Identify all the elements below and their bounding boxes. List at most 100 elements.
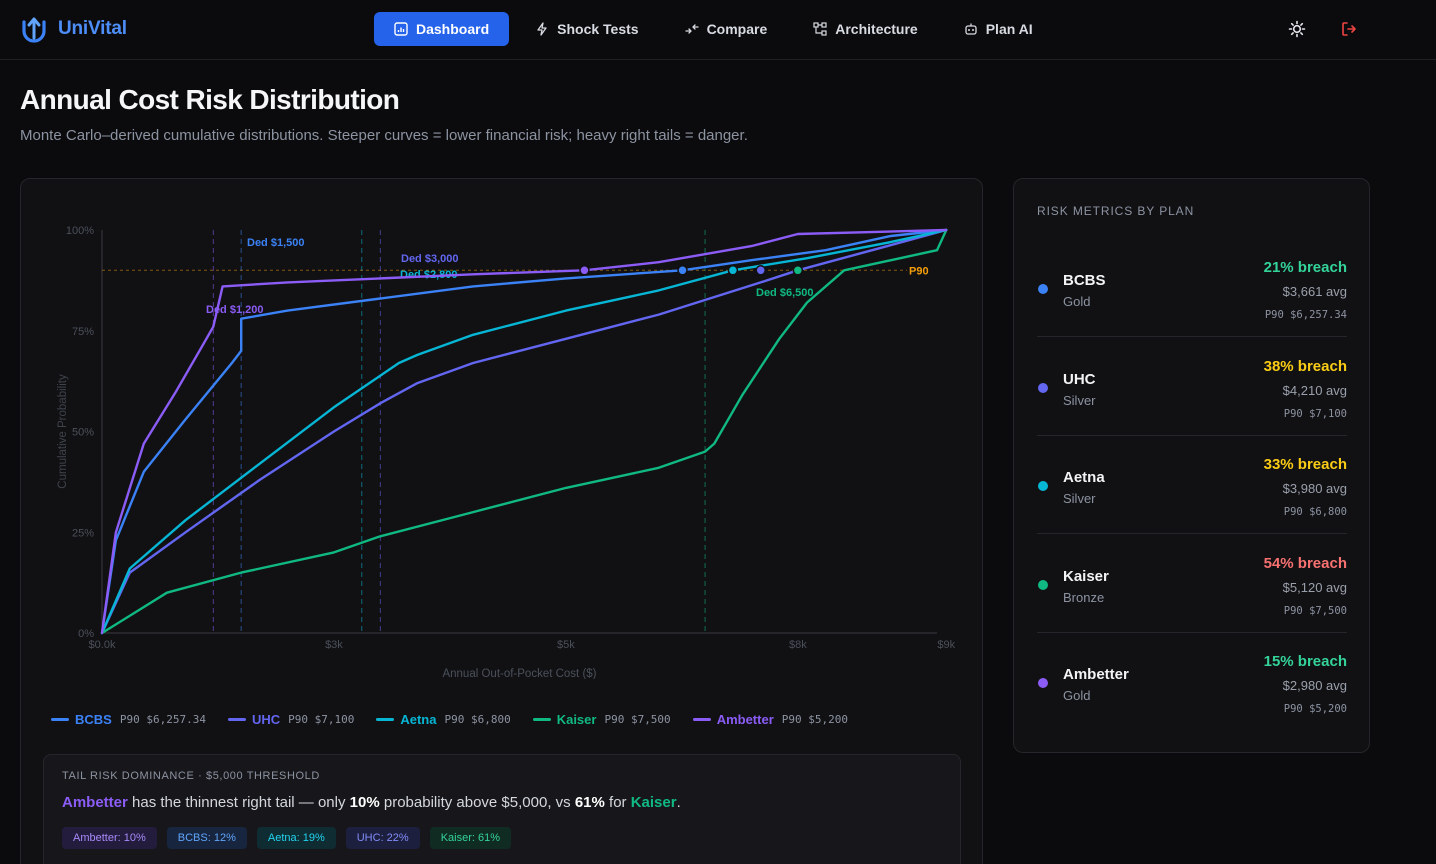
nav-shock-tests-label: Shock Tests [557, 21, 639, 37]
tail-best-pct: 10% [349, 794, 380, 811]
tail-risk-pill: Ambetter: 10% [62, 827, 157, 849]
univital-logo-icon [22, 17, 46, 43]
series-line-bcbs [100, 228, 948, 635]
top-bar: UniVital Dashboard Shock Tests Compare A… [0, 0, 1436, 60]
legend-name: Ambetter [716, 712, 774, 727]
legend-swatch [376, 718, 395, 721]
nav-plan-ai[interactable]: Plan AI [944, 12, 1053, 46]
metric-p90: P90 $6,257.34 [1264, 309, 1347, 321]
nav-architecture[interactable]: Architecture [793, 12, 937, 46]
brand[interactable]: UniVital [20, 14, 127, 44]
metric-dot [1038, 284, 1048, 294]
x-tick-label: $5k [557, 639, 575, 651]
y-tick-label: 75% [72, 326, 94, 338]
x-tick-label: $0.0k [89, 639, 116, 651]
metric-dot [1038, 382, 1048, 393]
tail-worst-pct: 61% [574, 794, 605, 811]
legend-swatch [532, 718, 551, 721]
page-title: Annual Cost Risk Distribution [20, 84, 400, 115]
metric-row-ambetter[interactable]: Ambetter Gold 15% breach $2,980 avg P90 $5,2… [1037, 633, 1347, 731]
x-tick-label: $8k [789, 639, 807, 651]
deductible-label: Ded $1,500 [247, 237, 304, 249]
metric-plan-name: BCBS [1063, 272, 1106, 289]
metric-row-bcbs[interactable]: BCBS Gold 21% breach $3,661 avg P90 $6,257.3… [1037, 239, 1347, 337]
risk-metrics-card: RISK METRICS BY PLAN BCBS Gold 21% breach $… [1013, 178, 1370, 753]
y-axis-label: Cumulative Probability [57, 374, 69, 489]
metric-plan-tier: Silver [1063, 491, 1096, 506]
metric-plan-tier: Gold [1063, 688, 1091, 703]
y-tick-label: 25% [72, 527, 94, 539]
cdf-chart: 0% 25% 50% 75% 100% $0.0k $3k $5k $8k $9k Annual O… [57, 225, 956, 679]
deductible-label: Ded $1,200 [206, 304, 263, 316]
x-tick-label: $9k [937, 639, 955, 651]
legend-p90: P90 $6,800 [444, 713, 511, 726]
metric-plan-tier: Silver [1063, 392, 1096, 408]
legend-swatch [227, 718, 246, 721]
nav-dashboard-label: Dashboard [416, 21, 490, 37]
robot-icon [965, 23, 977, 35]
metric-breach: 15% breach [1263, 653, 1347, 670]
series-line-kaiser [100, 228, 948, 635]
metric-row-kaiser[interactable]: Kaiser Bronze 54% breach $5,120 avg P90 $7,5… [1037, 535, 1347, 633]
metric-plan-name: UHC [1063, 370, 1096, 388]
tail-risk-panel: TAIL RISK DOMINANCE · $5,000 THRESHOLD A… [43, 754, 961, 864]
y-tick-label: 100% [66, 225, 94, 237]
metric-avg-cost: $4,210 avg [1282, 382, 1347, 398]
nav-shock-tests[interactable]: Shock Tests [515, 12, 658, 46]
metric-plan-tier: Bronze [1063, 589, 1105, 605]
nav-plan-ai-label: Plan AI [985, 21, 1033, 37]
metric-avg-cost: $3,980 avg [1282, 481, 1347, 496]
legend-p90: P90 $6,257.34 [119, 713, 206, 726]
compare-arrows-icon [684, 24, 699, 34]
nav-architecture-label: Architecture [835, 21, 918, 37]
x-axis-label: Annual Out-of-Pocket Cost ($) [442, 668, 596, 679]
legend-p90: P90 $7,100 [288, 713, 355, 726]
legend-item-aetna[interactable]: Aetna P90 $6,800 [376, 712, 511, 727]
metric-dot [1038, 678, 1048, 688]
theme-toggle-button[interactable] [1286, 18, 1308, 40]
metric-avg-cost: $5,120 avg [1282, 579, 1347, 595]
metric-row-uhc[interactable]: UHC Silver 38% breach $4,210 avg P90 $7,100 [1037, 338, 1347, 436]
metric-p90: P90 $5,200 [1283, 703, 1347, 715]
nav-compare-label: Compare [706, 21, 768, 37]
legend-swatch [692, 718, 711, 721]
tail-text-2: probability above $5,000, vs [383, 794, 571, 811]
header-actions [1286, 18, 1360, 40]
x-tick-label: $3k [325, 639, 343, 651]
metric-dot [1038, 579, 1048, 590]
deductible-label: Ded $6,500 [756, 287, 813, 299]
metric-breach: 38% breach [1263, 357, 1347, 375]
tail-risk-pill: Kaiser: 61% [429, 827, 512, 849]
legend-p90: P90 $5,200 [781, 713, 848, 726]
series-line-ambetter [100, 228, 948, 635]
p90-marker-bcbs [677, 265, 688, 276]
metric-breach: 54% breach [1263, 554, 1347, 572]
tail-worst-plan: Kaiser [630, 794, 677, 811]
legend-name: BCBS [75, 712, 112, 727]
metric-plan-tier: Gold [1063, 294, 1091, 309]
metric-avg-cost: $3,661 avg [1282, 284, 1347, 299]
legend-name: UHC [251, 712, 281, 727]
y-tick-label: 0% [78, 628, 94, 640]
sun-icon [1288, 20, 1306, 38]
tail-risk-pill: UHC: 22% [345, 827, 420, 849]
risk-metrics-title: RISK METRICS BY PLAN [1037, 204, 1195, 218]
legend-item-bcbs[interactable]: BCBS P90 $6,257.34 [51, 712, 206, 727]
legend-item-ambetter[interactable]: Ambetter P90 $5,200 [692, 712, 848, 727]
metric-avg-cost: $2,980 avg [1282, 678, 1347, 693]
logout-button[interactable] [1338, 18, 1360, 40]
metric-p90: P90 $7,500 [1283, 604, 1347, 617]
tail-risk-pills: Ambetter: 10% BCBS: 12% Aetna: 19% UHC: 22%… [62, 827, 512, 849]
metric-p90: P90 $7,100 [1283, 407, 1347, 420]
p90-reference-label: P90 [909, 265, 929, 277]
metric-row-aetna[interactable]: Aetna Silver 33% breach $3,980 avg P90 $6,80… [1037, 436, 1347, 534]
p90-marker-aetna [727, 265, 739, 276]
metric-plan-name: Aetna [1063, 469, 1105, 486]
metric-breach: 33% breach [1263, 456, 1347, 473]
metric-dot [1038, 481, 1048, 491]
nav-compare[interactable]: Compare [665, 12, 788, 46]
legend-item-uhc[interactable]: UHC P90 $7,100 [227, 712, 355, 727]
legend-item-kaiser[interactable]: Kaiser P90 $7,500 [532, 712, 671, 727]
nav-dashboard[interactable]: Dashboard [374, 12, 510, 46]
tail-risk-pill: BCBS: 12% [166, 827, 247, 849]
